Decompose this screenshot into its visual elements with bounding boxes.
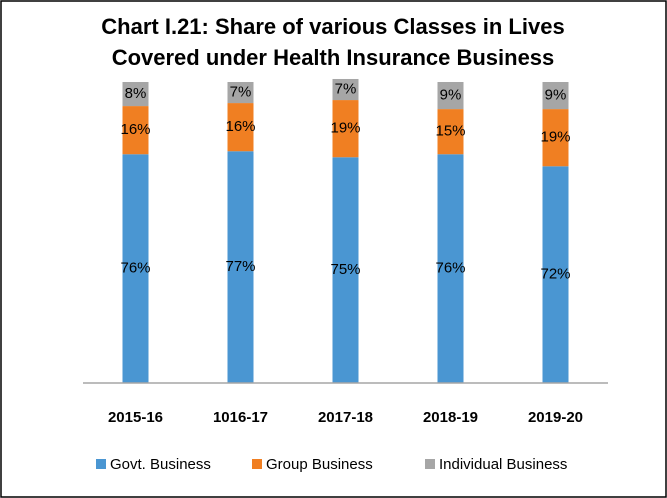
- bar-segment: [122, 106, 149, 155]
- legend-label: Individual Business: [439, 456, 567, 473]
- data-label: 15%: [435, 123, 465, 140]
- data-label: 16%: [120, 121, 150, 138]
- bar-segment: [227, 82, 254, 104]
- data-label: 7%: [230, 84, 252, 101]
- bar-segment: [437, 109, 464, 155]
- bar-segment: [332, 100, 359, 158]
- bar-segment: [542, 82, 569, 110]
- legend-label: Govt. Business: [110, 456, 211, 473]
- x-tick-label: 2015-16: [108, 409, 163, 426]
- data-label: 75%: [330, 261, 360, 278]
- data-label: 8%: [125, 85, 147, 102]
- data-label: 72%: [540, 266, 570, 283]
- bar-segment: [122, 82, 149, 107]
- data-label: 76%: [435, 260, 465, 277]
- bar-segment: [437, 154, 464, 383]
- x-tick-label: 1016-17: [213, 409, 268, 426]
- data-label: 7%: [335, 80, 357, 97]
- bar-segment: [542, 109, 569, 167]
- x-tick-label: 2019-20: [528, 409, 583, 426]
- bar-segment: [122, 154, 149, 383]
- chart-title: Covered under Health Insurance Business: [112, 45, 555, 70]
- data-label: 9%: [545, 87, 567, 104]
- legend-swatch: [96, 459, 106, 469]
- data-label: 16%: [225, 118, 255, 135]
- data-label: 76%: [120, 260, 150, 277]
- legend-swatch: [425, 459, 435, 469]
- data-label: 19%: [540, 129, 570, 146]
- x-tick-label: 2017-18: [318, 409, 373, 426]
- bar-segment: [227, 103, 254, 152]
- data-label: 77%: [225, 258, 255, 275]
- legend-label: Group Business: [266, 456, 373, 473]
- bar-segment: [332, 78, 359, 101]
- bar-segment: [227, 151, 254, 383]
- bar-segment: [332, 157, 359, 383]
- data-label: 9%: [440, 87, 462, 104]
- x-tick-label: 2018-19: [423, 409, 478, 426]
- bar-segment: [542, 166, 569, 383]
- bar-segment: [437, 82, 464, 110]
- data-label: 19%: [330, 120, 360, 137]
- chart-title: Chart I.21: Share of various Classes in …: [101, 14, 564, 39]
- legend-swatch: [252, 459, 262, 469]
